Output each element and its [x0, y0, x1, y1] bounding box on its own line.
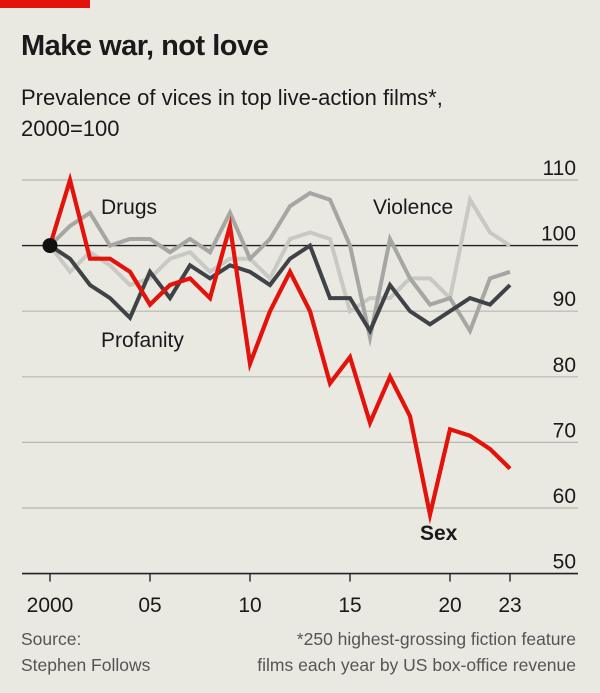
chart-subtitle: Prevalence of vices in top live-action f…	[21, 82, 541, 144]
x-tick-label-2023: 23	[498, 594, 521, 617]
series-label-drugs: Drugs	[101, 196, 157, 219]
origin-marker	[42, 238, 58, 254]
series-label-profanity: Profanity	[101, 329, 184, 352]
x-tick-label-2010: 10	[238, 594, 261, 617]
source-note: Source: Stephen Follows	[21, 626, 150, 678]
x-tick-label-2000: 2000	[27, 594, 74, 617]
y-tick-label-50: 50	[553, 551, 576, 574]
series-lines	[47, 172, 512, 525]
series-line-violence	[48, 194, 512, 315]
y-tick-labels: 50 60 70 80 90 100 110	[541, 157, 576, 574]
footnote-line-2: films each year by US box-office revenue	[257, 655, 576, 675]
source-line-2: Stephen Follows	[21, 655, 151, 675]
series-line-profanity	[48, 242, 512, 336]
y-tick-label-90: 90	[553, 288, 576, 311]
footnote: *250 highest-grossing fiction feature fi…	[196, 626, 576, 678]
footnote-line-1: *250 highest-grossing fiction feature	[296, 629, 576, 649]
series-line-drugs	[48, 190, 511, 348]
y-tick-label-60: 60	[553, 485, 576, 508]
y-tick-label-80: 80	[553, 354, 576, 377]
series-line-sex	[47, 172, 512, 525]
series-label-violence: Violence	[373, 196, 453, 219]
subtitle-line-1: Prevalence of vices in top live-action f…	[21, 85, 443, 110]
x-tick-labels: 2000 05 10 15 20 23	[27, 573, 522, 617]
y-tick-label-100: 100	[541, 223, 576, 246]
series-label-sex: Sex	[420, 522, 458, 545]
x-tick-label-2005: 05	[138, 594, 161, 617]
series-labels: Violence Drugs Profanity Sex	[101, 196, 458, 545]
brand-accent-bar	[0, 0, 90, 8]
x-tick-label-2020: 20	[438, 594, 461, 617]
source-line-1: Source:	[21, 629, 82, 649]
origin-marker-layer	[42, 238, 58, 254]
subtitle-line-2: 2000=100	[21, 116, 120, 141]
chart-title: Make war, not love	[21, 30, 269, 62]
x-tick-label-2015: 15	[338, 594, 361, 617]
y-tick-label-70: 70	[553, 419, 576, 442]
y-tick-label-110: 110	[543, 157, 576, 180]
